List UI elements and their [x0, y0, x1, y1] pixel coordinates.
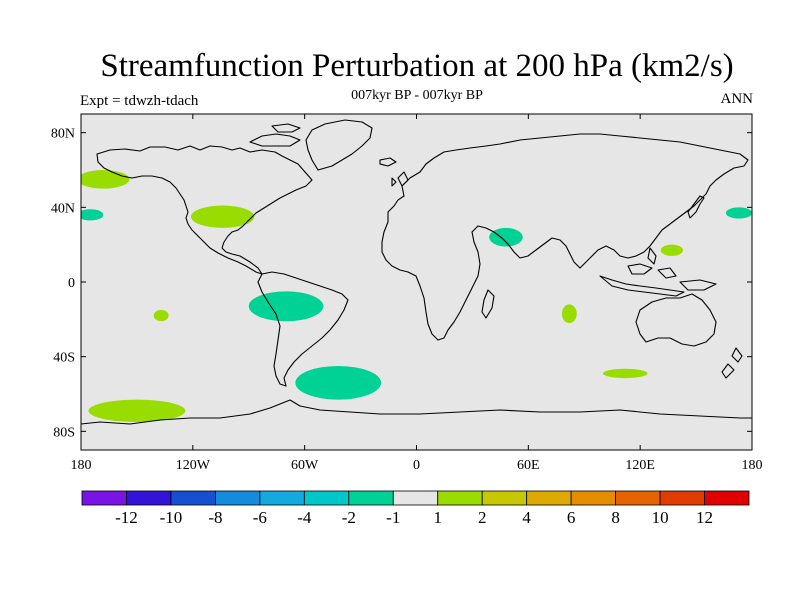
anomaly-south-america-negative [248, 291, 324, 322]
colorbar-label: 12 [696, 508, 713, 527]
colorbar-label: -6 [253, 508, 267, 527]
anomaly-west-pacific-positive [660, 244, 684, 256]
lat-label: 80N [51, 127, 75, 142]
colorbar-label: 4 [522, 508, 531, 527]
season-label: ANN [720, 91, 754, 107]
coastline-japan [687, 195, 705, 219]
colorbar-swatch [259, 490, 305, 506]
coastline-antarctica [81, 399, 752, 425]
colorbar-label: 6 [567, 508, 576, 527]
anomaly-regions [81, 170, 752, 422]
coastline-south-america [257, 271, 349, 387]
colorbar-label: 1 [433, 508, 442, 527]
anomaly-south-atlantic-negative [295, 366, 382, 400]
anomaly-pacific-west-negative [81, 209, 104, 221]
colorbar-swatch [526, 490, 572, 506]
longitude-labels: 180 120W 60W 0 60E 120E 180 [71, 458, 763, 473]
anomaly-pacific-east-negative [725, 207, 752, 219]
colorbar-label: 2 [478, 508, 487, 527]
colorbar-swatch [570, 490, 617, 506]
lat-label: 80S [53, 425, 75, 440]
lat-label: 0 [68, 276, 75, 291]
colorbar-swatch [303, 490, 350, 506]
colorbar-label: -12 [115, 508, 138, 527]
lon-label: 180 [742, 458, 763, 473]
lon-label: 0 [413, 458, 420, 473]
anomaly-north-america-positive [190, 205, 255, 228]
axis-ticks [80, 114, 753, 450]
colorbar-label: -2 [342, 508, 356, 527]
anomaly-southern-ocean-indian-positive [602, 368, 648, 379]
colorbar-label: 8 [611, 508, 620, 527]
anomaly-south-pacific-positive [153, 310, 169, 322]
coastlines [81, 119, 752, 425]
colorbar-label: 10 [652, 508, 669, 527]
colorbar-label: -1 [386, 508, 400, 527]
coastline-british-isles [391, 171, 409, 187]
colorbar-swatch [615, 490, 661, 506]
anomaly-southern-ocean-pacific-positive [88, 399, 186, 422]
anomaly-arabia-negative [489, 227, 523, 247]
colorbar-swatch [348, 490, 394, 506]
lat-label: 40N [51, 201, 75, 216]
colorbar-swatch [81, 490, 127, 506]
anomaly-north-pacific-positive [81, 170, 130, 189]
coastline-new-zealand [721, 347, 743, 379]
colorbar-swatch [392, 490, 439, 506]
coastline-madagascar [481, 289, 495, 319]
experiment-label: Expt = tdwzh-tdach [80, 93, 199, 109]
colorbar-label: -8 [208, 508, 222, 527]
lon-label: 60W [291, 458, 319, 473]
lon-label: 180 [71, 458, 92, 473]
coastline-north-america [96, 145, 313, 275]
colorbar [81, 490, 750, 506]
colorbar-swatch [214, 490, 261, 506]
map-background [81, 114, 752, 450]
coastline-indonesia [599, 263, 717, 297]
colorbar-label: -4 [297, 508, 312, 527]
anomaly-indian-ocean-positive [561, 304, 577, 324]
lat-label: 40S [53, 351, 75, 366]
colorbar-swatch [659, 490, 705, 506]
colorbar-label: -10 [160, 508, 183, 527]
lon-label: 120E [625, 458, 655, 473]
coastline-iceland [379, 157, 397, 167]
colorbar-swatch [437, 490, 483, 506]
lon-label: 120W [176, 458, 211, 473]
coastline-eurasia-africa [381, 133, 749, 341]
coastline-greenland [305, 119, 373, 171]
coastline-philippines [647, 247, 657, 265]
lon-label: 60E [517, 458, 540, 473]
colorbar-labels: -12 -10 -8 -6 -4 -2 -1 1 2 4 6 8 10 12 [115, 508, 713, 527]
coastline-australia [635, 293, 717, 347]
latitude-labels: 80N 40N 0 40S 80S [51, 127, 75, 441]
colorbar-swatch [481, 490, 528, 506]
time-period-label: 007kyr BP - 007kyr BP [351, 88, 483, 103]
coastline-arctic-islands [249, 123, 301, 147]
colorbar-swatch [170, 490, 216, 506]
colorbar-swatch [126, 490, 172, 506]
colorbar-swatch [704, 490, 750, 506]
chart-title: Streamfunction Perturbation at 200 hPa (… [100, 48, 734, 84]
